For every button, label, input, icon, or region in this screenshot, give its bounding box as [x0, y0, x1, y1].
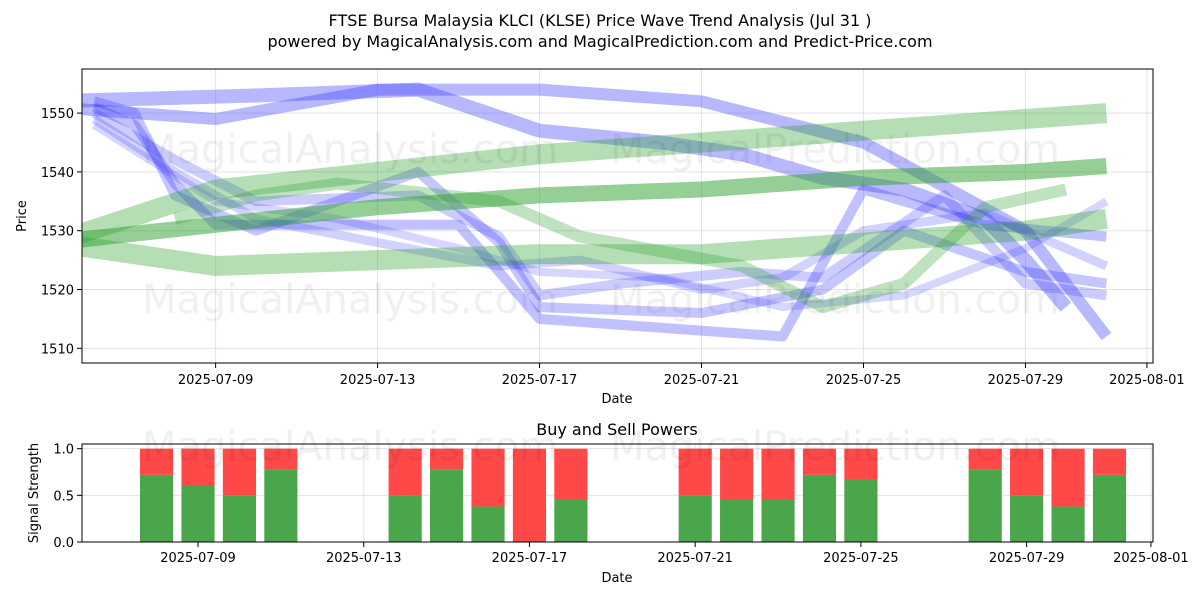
buy-bar: [678, 495, 712, 542]
wave-band-3: [92, 96, 1108, 318]
wave-band-2: [92, 102, 1107, 342]
buy-bar: [388, 495, 422, 542]
watermark: MagicalPrediction.com: [610, 277, 1060, 323]
buy-bar: [1010, 495, 1044, 542]
trend-band-7: [82, 103, 1108, 244]
figure-title: FTSE Bursa Malaysia KLCI (KLSE) Price Wa…: [329, 11, 872, 30]
trend-band-9: [82, 158, 1107, 248]
x-tick-label: 2025-07-21: [657, 551, 733, 566]
watermark: MagicalPrediction.com: [610, 127, 1060, 173]
sell-bar: [678, 448, 712, 496]
buy-bar: [1051, 506, 1085, 542]
x-tick-label: 2025-07-17: [492, 551, 568, 566]
sell-bar: [471, 448, 505, 507]
x-tick-label: 2025-07-21: [664, 373, 740, 388]
sell-bar: [1010, 448, 1044, 496]
buy-bar: [554, 500, 588, 542]
price-x-axis-label: Date: [601, 392, 632, 407]
y-tick-label: 1510: [41, 342, 74, 357]
wave-band-4: [91, 108, 1108, 301]
buy-bar: [761, 500, 795, 542]
sell-bar: [761, 448, 795, 500]
sell-bar: [844, 448, 878, 480]
y-tick-label: 1530: [41, 225, 74, 240]
x-tick-label: 2025-07-13: [326, 551, 402, 566]
buy-sell-bars: [140, 448, 1127, 542]
buy-sell-y-axis: 0.0 0.5 1.0: [53, 443, 82, 551]
sell-bar: [222, 448, 257, 496]
y-tick-label: 1540: [41, 166, 74, 181]
trend-band-10: [173, 177, 1068, 314]
wave-band-6: [91, 121, 1109, 312]
buy-bar: [140, 474, 174, 542]
price-plot-frame: [81, 68, 1154, 364]
x-tick-label: 2025-08-01: [1109, 373, 1185, 388]
buy-bar: [844, 479, 878, 542]
buy-bar: [720, 500, 754, 542]
x-tick-label: 2025-07-09: [160, 551, 236, 566]
x-tick-label: 2025-07-29: [989, 551, 1065, 566]
wave-band-0: [82, 83, 1112, 341]
x-tick-label: 2025-07-29: [988, 373, 1064, 388]
trend-band-8: [82, 209, 1108, 276]
price-x-axis: 2025-07-09 2025-07-13 2025-07-17 2025-07-21…: [178, 363, 1185, 388]
x-tick-label: 2025-07-09: [178, 373, 254, 388]
buy-sell-title: Buy and Sell Powers: [536, 420, 698, 439]
x-tick-label: 2025-07-17: [502, 373, 578, 388]
sell-bar: [388, 448, 422, 496]
y-tick-label: 1550: [41, 107, 74, 122]
buy-bar: [1092, 474, 1127, 542]
watermark: MagicalAnalysis.com: [142, 424, 558, 470]
buy-bar: [181, 486, 215, 542]
buy-bar: [430, 469, 464, 542]
wave-band-5: [91, 115, 1109, 294]
price-y-axis: 1510 1520 1530 1540 1550: [41, 107, 82, 357]
buy-bar: [968, 469, 1002, 542]
x-tick-label: 2025-07-25: [823, 551, 899, 566]
buy-bar: [471, 506, 505, 542]
watermark: MagicalAnalysis.com: [142, 277, 558, 323]
watermark: MagicalAnalysis.com: [142, 127, 558, 173]
sell-bar: [140, 448, 174, 475]
sell-bar: [512, 448, 547, 542]
y-tick-label: 0.0: [53, 536, 74, 551]
y-tick-label: 0.5: [53, 489, 74, 504]
buy-sell-y-axis-label: Signal Strength: [27, 443, 42, 543]
price-y-axis-label: Price: [15, 200, 30, 232]
sell-bar: [1092, 448, 1127, 475]
x-tick-label: 2025-07-13: [340, 373, 416, 388]
buy-bar: [802, 474, 837, 542]
sell-bar: [264, 448, 298, 470]
sell-bar: [802, 448, 837, 475]
x-tick-label: 2025-07-25: [826, 373, 902, 388]
price-wave-panel: MagicalAnalysis.com MagicalPrediction.co…: [15, 68, 1185, 407]
figure-subtitle: powered by MagicalAnalysis.com and Magic…: [267, 32, 932, 51]
buy-sell-plot-frame: [81, 443, 1154, 543]
x-tick-label: 2025-08-01: [1113, 551, 1189, 566]
buy-bar: [264, 469, 298, 542]
y-tick-label: 1520: [41, 284, 74, 299]
sell-bar: [554, 448, 588, 500]
price-series-group: [82, 82, 1112, 342]
watermark: MagicalPrediction.com: [610, 424, 1060, 470]
buy-sell-x-axis-label: Date: [601, 571, 632, 586]
sell-bar: [181, 448, 215, 486]
sell-bar: [720, 448, 754, 500]
sell-bar: [1051, 448, 1085, 507]
sell-bar: [968, 448, 1002, 470]
y-tick-label: 1.0: [53, 443, 74, 458]
buy-bar: [222, 495, 257, 542]
buy-sell-panel: Buy and Sell Powers MagicalAnalysis.com …: [27, 420, 1189, 586]
buy-sell-x-axis: 2025-07-09 2025-07-13 2025-07-17 2025-07-21…: [160, 542, 1189, 566]
sell-bar: [430, 448, 464, 470]
wave-band-1: [82, 82, 1072, 312]
